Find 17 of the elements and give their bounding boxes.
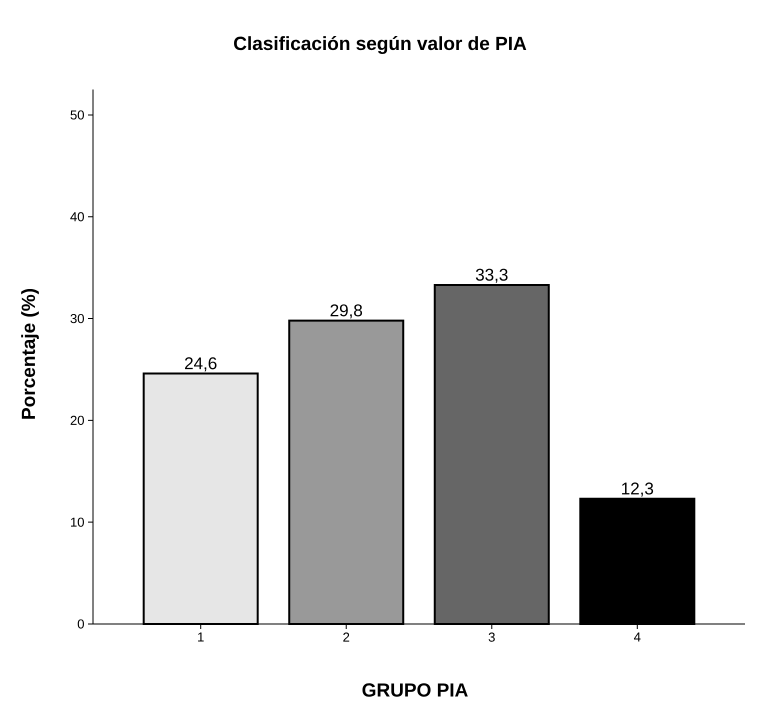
y-tick-label: 50 xyxy=(70,110,84,120)
x-tick-label: 2 xyxy=(343,632,350,642)
data-label: 33,3 xyxy=(476,268,508,283)
chart-title: Clasificación según valor de PIA xyxy=(234,36,526,54)
x-tick-label: 1 xyxy=(198,632,204,642)
y-tick-label: 30 xyxy=(70,314,84,324)
y-axis-title: Porcentaje (%) xyxy=(21,288,39,419)
y-tick-label: 20 xyxy=(70,416,84,425)
data-label: 29,8 xyxy=(330,304,362,318)
x-tick-label: 3 xyxy=(488,632,495,642)
y-tick-label: 40 xyxy=(70,212,84,222)
y-tick-label: 10 xyxy=(71,518,84,527)
data-label: 24,6 xyxy=(185,357,216,372)
y-tick-label: 0 xyxy=(78,619,84,629)
data-label: 12,3 xyxy=(622,482,654,497)
x-axis-title: GRUPO PIA xyxy=(362,683,468,697)
x-tick-label: 4 xyxy=(634,632,641,642)
